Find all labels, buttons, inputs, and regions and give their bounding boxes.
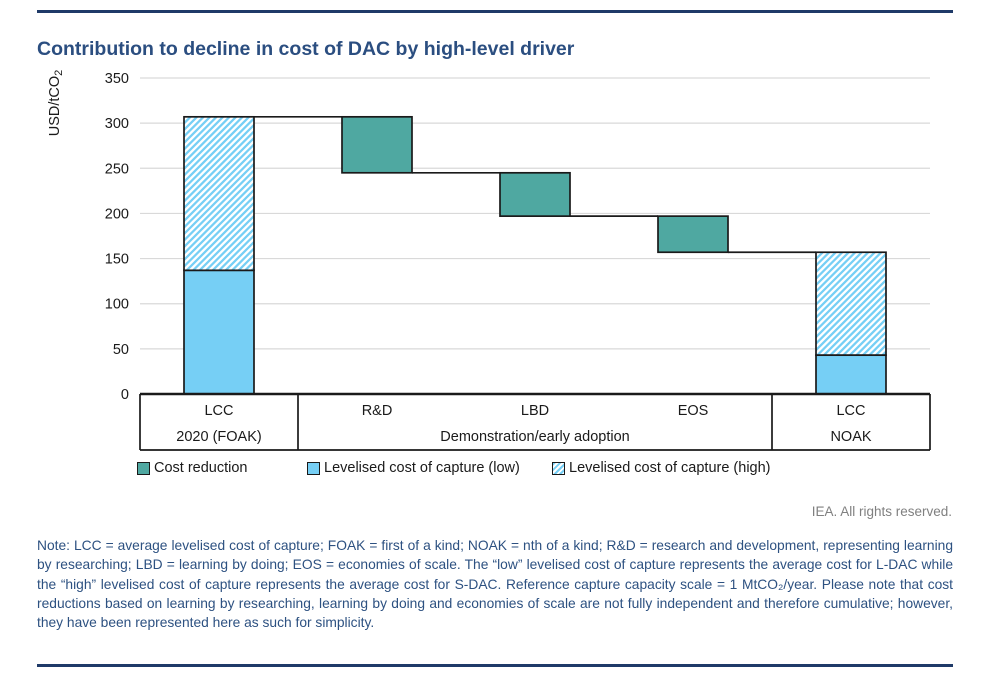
bar-segment [341,115,413,174]
x-group-label: 2020 (FOAK) [176,429,261,445]
y-tick-label: 150 [105,252,129,268]
x-category-label: LBD [521,403,549,419]
bar-segment [815,251,887,357]
y-tick-label: 200 [105,206,129,222]
bar-segment [657,215,729,254]
chart-title: Contribution to decline in cost of DAC b… [37,38,575,61]
bar-segment [815,354,887,395]
legend-label: Levelised cost of capture (low) [324,460,520,476]
waterfall-chart: 0 50 100 150 200 250 300 350 USD/tCO2 LCC R&D LBD EO… [47,70,931,451]
y-tick-label: 350 [105,71,129,87]
x-category-label: LCC [836,403,865,419]
bar-segment [183,115,255,272]
bar-segment [499,171,571,217]
bar-segment [183,269,255,395]
legend-item-lcc-high: Levelised cost of capture (high) [552,460,771,476]
y-tick-label: 300 [105,116,129,132]
x-category-label: R&D [362,403,393,419]
legend-label: Levelised cost of capture (high) [569,460,771,476]
legend-item-cost-reduction: Cost reduction [137,460,248,476]
copyright-text: IEA. All rights reserved. [811,504,952,519]
legend-label: Cost reduction [154,460,248,476]
footnote-text: Note: LCC = average levelised cost of ca… [37,538,953,631]
x-group-label: NOAK [830,429,871,445]
x-category-label: EOS [678,403,709,419]
chart-legend: Cost reduction Levelised cost of capture… [0,460,990,480]
bottom-divider-rule [37,664,953,667]
legend-swatch-lcc-low [307,461,320,475]
y-tick-label: 250 [105,161,129,177]
top-divider-rule [37,10,953,13]
legend-swatch-cost-reduction [137,461,150,475]
x-group-label: Demonstration/early adoption [440,429,629,445]
legend-swatch-lcc-high [552,461,565,475]
x-category-label: LCC [204,403,233,419]
y-axis-label: USD/tCO2 [47,70,65,137]
y-tick-label: 0 [121,387,129,403]
legend-item-lcc-low: Levelised cost of capture (low) [307,460,520,476]
y-tick-label: 50 [113,342,129,358]
y-tick-label: 100 [105,297,129,313]
